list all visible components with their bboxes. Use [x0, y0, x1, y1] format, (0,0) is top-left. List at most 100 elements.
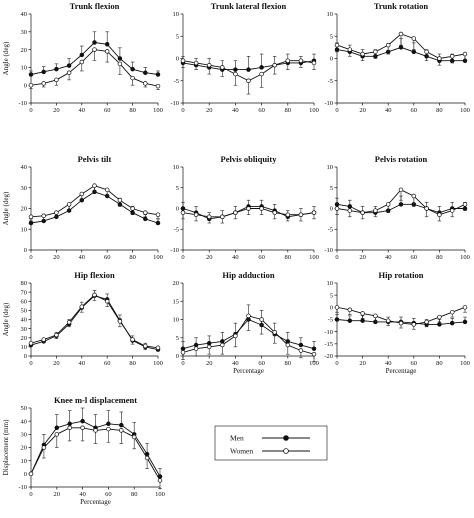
data-point [193, 342, 199, 348]
data-point [398, 187, 404, 193]
data-point [104, 49, 110, 54]
data-point [220, 342, 225, 348]
data-point [206, 62, 212, 68]
data-point [79, 304, 85, 309]
data-point [334, 42, 340, 48]
data-point [462, 319, 468, 325]
y-tick-label: -15 [324, 341, 333, 348]
data-point [106, 421, 111, 427]
data-point [41, 337, 46, 342]
x-tick-label: 80 [129, 360, 136, 367]
y-tick-label: -5 [328, 226, 333, 233]
data-point [119, 422, 124, 428]
data-point [334, 305, 340, 310]
x-tick-label: 0 [335, 360, 338, 367]
data-point [80, 425, 85, 431]
y-tick-label: -10 [170, 247, 179, 254]
x-tick-label: 40 [232, 254, 239, 261]
y-tick-label: 5 [176, 335, 179, 342]
data-point [298, 342, 304, 348]
y-tick-label: 20 [21, 445, 28, 452]
series-women [180, 58, 317, 95]
series-women [334, 187, 468, 222]
data-point [259, 206, 264, 211]
data-point [334, 202, 340, 207]
x-tick-label: 100 [155, 491, 165, 498]
legend-box [214, 425, 328, 461]
data-point [385, 42, 391, 48]
y-tick-label: 5 [330, 185, 333, 192]
panel-4: Pelvis tilt 0 10 20 30 40 0 20 40 60 80 100 Angle (d… [2, 154, 163, 261]
x-tick-label: 40 [79, 254, 86, 261]
x-tick-label: 80 [285, 254, 292, 261]
y-tick-label: 30 [21, 29, 28, 36]
data-point [66, 202, 72, 207]
panel-title: Trunk flexion [70, 1, 120, 11]
x-tick-label: 20 [359, 360, 366, 367]
x-tick-label: 0 [29, 360, 32, 367]
data-point [360, 311, 365, 316]
x-tick-label: 60 [258, 107, 265, 114]
x-tick-label: 60 [104, 107, 111, 114]
x-tick-label: 60 [411, 254, 418, 261]
panel-7: Hip flexion 0 10 20 30 40 50 60 70 80 0 20 40 60 80 100… [2, 270, 163, 367]
data-point [28, 220, 34, 226]
y-tick-label: 40 [21, 418, 28, 425]
data-point [130, 206, 135, 211]
data-point [54, 432, 60, 437]
x-tick-label: 60 [104, 254, 111, 261]
data-point [143, 70, 148, 75]
x-tick-label: 20 [359, 254, 366, 261]
series-women [334, 31, 468, 66]
series-women [28, 425, 163, 489]
y-tick-label: 50 [21, 308, 28, 315]
data-point [246, 313, 251, 319]
data-point [79, 52, 85, 58]
data-point [131, 434, 137, 440]
data-point [334, 206, 340, 211]
data-point [155, 345, 161, 351]
x-tick-label: 80 [436, 254, 443, 261]
x-tick-label: 80 [285, 360, 292, 367]
data-point [180, 58, 186, 63]
data-point [93, 428, 98, 433]
data-point [311, 346, 317, 351]
x-tick-label: 40 [232, 107, 239, 114]
x-tick-label: 40 [385, 254, 392, 261]
data-point [66, 63, 72, 68]
data-point [246, 78, 251, 83]
data-point [28, 214, 34, 220]
data-point [259, 317, 264, 322]
data-point [347, 307, 353, 313]
data-point [92, 40, 97, 45]
x-tick-label: 40 [385, 360, 392, 367]
data-point [180, 346, 186, 351]
data-point [437, 56, 442, 61]
x-tick-label: 40 [79, 360, 86, 367]
data-point [117, 319, 123, 324]
y-tick-label: -10 [18, 484, 27, 491]
data-point [92, 183, 97, 188]
data-point [220, 65, 225, 70]
y-tick-label: 0 [24, 471, 27, 478]
data-point [180, 210, 186, 215]
x-tick-label: 80 [131, 491, 138, 498]
x-tick-label: 100 [309, 107, 319, 114]
x-tick-label: 40 [79, 107, 86, 114]
x-tick-label: 40 [232, 360, 239, 367]
data-point [117, 56, 123, 61]
panel-title: Trunk lateral flexion [211, 1, 287, 11]
data-point [411, 322, 417, 327]
x-tick-label: 100 [153, 107, 163, 114]
x-tick-label: 60 [411, 107, 418, 114]
data-point [67, 425, 72, 431]
y-tick-label: 10 [21, 65, 28, 72]
data-point [119, 428, 124, 433]
y-tick-label: 80 [21, 280, 28, 287]
panel-title: Pelvis obliquity [221, 154, 278, 164]
data-point [437, 212, 442, 217]
x-axis-label: Percentage [233, 367, 264, 375]
